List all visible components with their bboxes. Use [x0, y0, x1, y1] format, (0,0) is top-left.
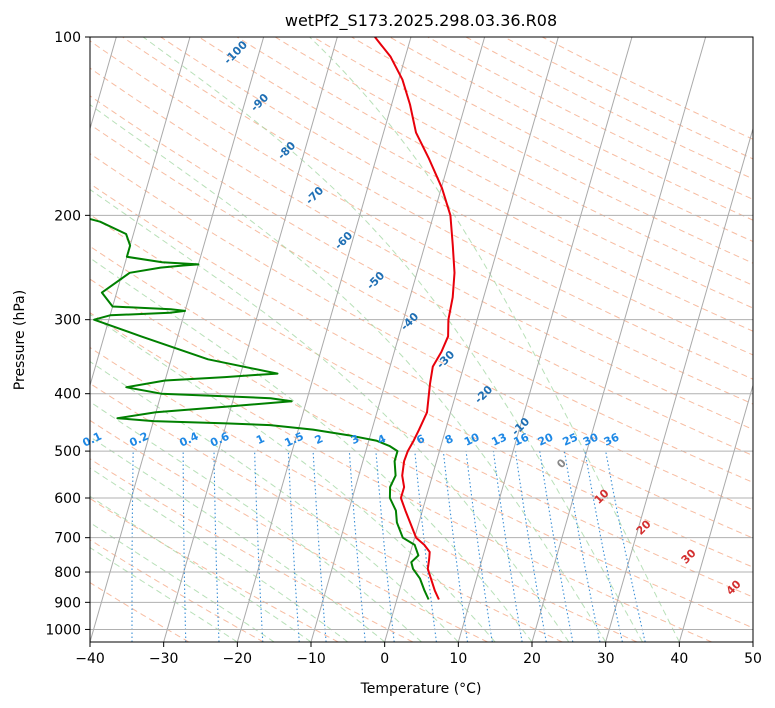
- pressure-gridlines: [90, 37, 753, 630]
- y-tick-label: 700: [54, 531, 81, 547]
- x-axis-ticks: −40 −30 −20 −10 0 10 20 30 40 50: [75, 642, 762, 667]
- moist-adiabat-line: [90, 257, 533, 642]
- isotherm-line: [605, 126, 753, 642]
- mixing-ratio-label: 30: [581, 430, 601, 448]
- moist-adiabat-line: [90, 360, 459, 642]
- dry-adiabat-line: [90, 40, 753, 405]
- x-axis-label: Temperature (°C): [360, 681, 482, 697]
- y-tick-label: 900: [54, 595, 81, 611]
- mixing-ratio-label: 10: [462, 430, 482, 448]
- mixing-ratio-line: [465, 451, 493, 642]
- y-tick-label: 300: [54, 313, 81, 329]
- y-tick-label: 1000: [45, 622, 81, 638]
- isotherm-line: [384, 37, 559, 642]
- dry-adiabat-line: [90, 153, 753, 511]
- mixing-ratio-line: [442, 451, 469, 642]
- x-tick-label: −10: [296, 651, 326, 667]
- dewpoint-profile-line: [90, 217, 430, 600]
- mixing-ratio-label: 36: [602, 430, 622, 448]
- temperature-profile-line: [374, 37, 456, 600]
- isotherm-line: [90, 37, 191, 388]
- isotherm-line: [531, 37, 707, 642]
- dry-adiabat-line: [90, 582, 190, 642]
- dry-adiabat-line: [198, 37, 753, 332]
- mixing-ratio-line: [563, 451, 601, 642]
- moist-adiabat-line: [90, 313, 496, 642]
- dry-adiabat-line: [90, 183, 753, 539]
- isotherm-line: [90, 37, 265, 642]
- x-tick-label: −40: [75, 651, 105, 667]
- plot-frame: [89, 36, 754, 643]
- sounding-profiles: [90, 37, 456, 600]
- x-tick-label: 40: [670, 651, 688, 667]
- dry-adiabat-line: [90, 539, 264, 642]
- x-tick-label: 10: [449, 651, 467, 667]
- mixing-ratio-label: 16: [512, 430, 532, 448]
- isotherm-line: [678, 383, 753, 642]
- moist-adiabat-line: [142, 37, 643, 642]
- moist-adiabat-line: [309, 37, 680, 642]
- mixing-ratio-line: [492, 451, 523, 642]
- moist-adiabat-line: [90, 467, 349, 642]
- x-tick-label: 20: [523, 651, 541, 667]
- x-tick-label: −30: [149, 651, 179, 667]
- dry-adiabat-line: [90, 419, 488, 642]
- dry-adiabat-line: [122, 37, 753, 380]
- y-tick-label: 800: [54, 565, 81, 581]
- dry-adiabat-line: [90, 312, 712, 642]
- y-tick-label: 600: [54, 491, 81, 507]
- background-lines: [90, 37, 753, 642]
- y-tick-label: 500: [54, 444, 81, 460]
- mixing-ratio-line: [414, 451, 437, 642]
- mixing-ratio-line: [348, 451, 366, 642]
- moist-adiabat-line: [90, 188, 570, 642]
- mixing-ratio-line: [605, 451, 646, 642]
- dry-adiabat-line: [90, 214, 753, 568]
- dry-adiabat-line: [90, 458, 414, 642]
- x-tick-label: −20: [223, 651, 253, 667]
- y-tick-label: 200: [54, 208, 81, 224]
- dry-adiabat-line: [90, 245, 753, 598]
- x-tick-label: 30: [597, 651, 615, 667]
- isotherm-line: [236, 37, 412, 642]
- mixing-ratio-label: 20: [536, 430, 556, 448]
- y-axis-label: Pressure (hPa): [12, 290, 28, 390]
- moist-adiabat-line: [90, 104, 607, 642]
- dry-adiabat-line: [90, 346, 638, 642]
- y-tick-label: 400: [54, 387, 81, 403]
- y-axis-ticks: 100 200 300 400 500 600 700 800 900 1000: [45, 30, 90, 638]
- dry-adiabat-line: [236, 37, 753, 309]
- mixing-ratio-line: [375, 451, 395, 642]
- y-tick-label: 100: [54, 30, 81, 46]
- isotherm-line: [457, 37, 633, 642]
- isotherm-line: [310, 37, 486, 642]
- isotherm-line: [163, 37, 338, 642]
- chart-title: wetPf2_S173.2025.298.03.36.R08: [285, 11, 557, 31]
- dry-adiabat-line: [90, 278, 753, 629]
- mixing-ratio-line: [584, 451, 623, 642]
- moist-adiabat-line: [90, 401, 422, 642]
- dry-adiabat-line: [90, 123, 753, 483]
- x-tick-label: 50: [744, 651, 762, 667]
- mixing-ratio-label: 25: [561, 431, 580, 449]
- mixing-ratio-label: 13: [489, 431, 508, 449]
- x-tick-label: 0: [380, 651, 389, 667]
